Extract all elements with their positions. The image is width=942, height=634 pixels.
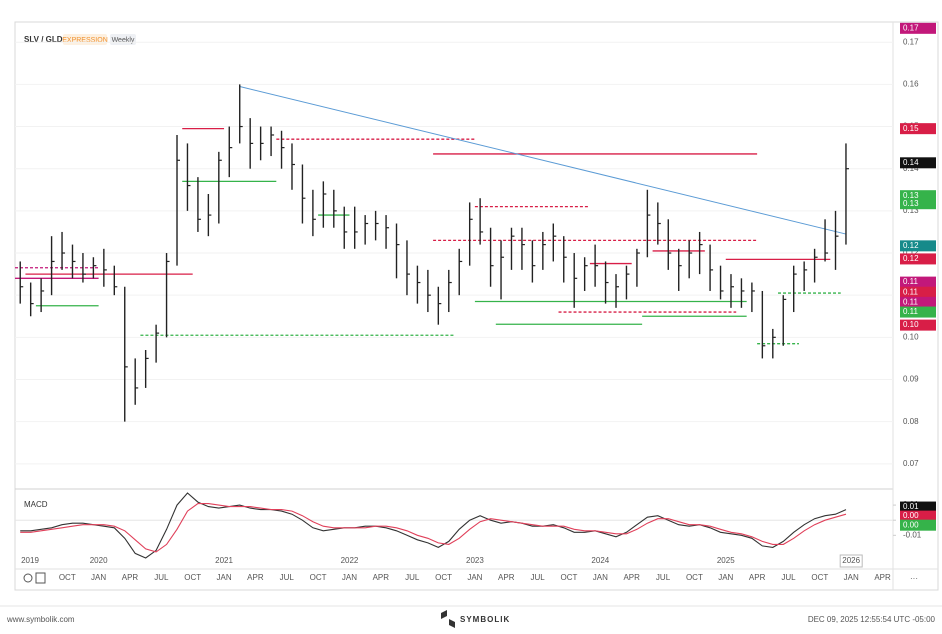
x-tick-label: OCT [811,573,828,582]
y-tick-label: 0.12 [903,248,919,257]
price-badge [900,286,936,298]
price-badge-label: 0.11 [903,297,919,306]
footer-brand: SYMBOLIK [460,615,510,624]
y-tick-label: -0.01 [903,530,922,539]
more-button[interactable]: ··· [910,574,918,583]
price-badge-label: 0.11 [903,307,919,316]
macd-line [20,492,847,559]
price-badge [900,157,936,169]
year-tick-label: 2024 [591,556,609,565]
price-badge [900,123,936,135]
y-tick-label: 0.10 [903,332,919,341]
tag: EXPRESSION [62,37,108,44]
x-tick-label: JUL [531,573,546,582]
crosshair-button[interactable] [23,573,33,583]
price-badge-label: 0.12 [903,254,919,263]
price-badge [900,276,936,288]
footer-timestamp: DEC 09, 2025 12:55:54 UTC -05:00 [808,615,936,624]
x-tick-label: JUL [154,573,169,582]
price-badge-label: 0.14 [903,158,919,167]
x-tick-label: JAN [216,573,231,582]
trendline [239,86,847,235]
chart-title: SLV / GLD [24,35,63,44]
x-tick-label: APR [247,573,264,582]
x-tick-label: JAN [467,573,482,582]
chart-frame [14,21,939,591]
x-tick-label: JAN [342,573,357,582]
price-badge [900,240,936,252]
y-tick-label: 0.13 [903,206,919,215]
panel-title: MACD [24,500,48,509]
x-tick-label: JAN [844,573,859,582]
y-tick-label: 0.16 [903,80,919,89]
x-tick-label: APR [874,573,891,582]
price-badge-label: 0.11 [903,287,919,296]
price-badge [900,510,936,522]
year-tick-label: 2025 [717,556,735,565]
price-badge [900,319,936,331]
x-tick-label: JUL [405,573,420,582]
logo [441,610,455,628]
price-badge-label: 0.13 [903,199,919,208]
x-tick-label: APR [498,573,515,582]
year-tick-label: 2020 [90,556,108,565]
price-badge-label: 0.00 [903,520,919,529]
year-tick-label: 2023 [466,556,484,565]
y-tick-label: 0.07 [903,459,919,468]
x-tick-label: OCT [686,573,703,582]
footer-site: www.symbolik.com [6,615,75,624]
price-badge-label: 0.17 [903,23,919,32]
calendar-button[interactable] [35,572,46,584]
x-tick-label: OCT [561,573,578,582]
x-tick-label: JAN [91,573,106,582]
x-tick-label: JAN [718,573,733,582]
macd-line [20,503,847,553]
x-tick-label: APR [749,573,766,582]
price-badge [900,253,936,265]
year-tick-label: 2022 [341,556,359,565]
year-tick-label: 2019 [21,556,39,565]
x-tick-label: OCT [435,573,452,582]
x-tick-label: OCT [59,573,76,582]
price-badge [900,306,936,318]
x-tick-label: APR [373,573,390,582]
price-badge-label: 0.12 [903,241,919,250]
x-tick-label: APR [623,573,640,582]
price-badge [900,519,936,531]
price-badge-label: 0.11 [903,277,919,286]
price-badge-label: 0.13 [903,191,919,200]
x-tick-label: OCT [184,573,201,582]
y-tick-label: 0.17 [903,37,919,46]
x-tick-label: JUL [280,573,295,582]
price-badge [900,296,936,308]
x-tick-label: JAN [593,573,608,582]
toolbar: ··· [23,572,918,584]
year-tick-label: 2026 [842,556,860,565]
y-tick-label: 0.09 [903,375,919,384]
tag: Weekly [112,37,135,44]
y-tick-label: 0.14 [903,164,919,173]
x-tick-label: APR [122,573,139,582]
price-badge [900,501,936,513]
x-tick-label: JUL [656,573,671,582]
price-badge [900,198,936,210]
price-badge-label: 0.01 [903,502,919,511]
year-tick-label: 2021 [215,556,233,565]
price-badge-label: 0.00 [903,511,919,520]
price-badge [900,22,936,34]
price-badge [900,190,936,202]
year-highlight [839,554,863,568]
x-tick-label: JUL [781,573,796,582]
y-tick-label: 0.08 [903,417,919,426]
price-badge-label: 0.10 [903,320,919,329]
price-badge-label: 0.15 [903,124,919,133]
x-tick-label: OCT [310,573,327,582]
